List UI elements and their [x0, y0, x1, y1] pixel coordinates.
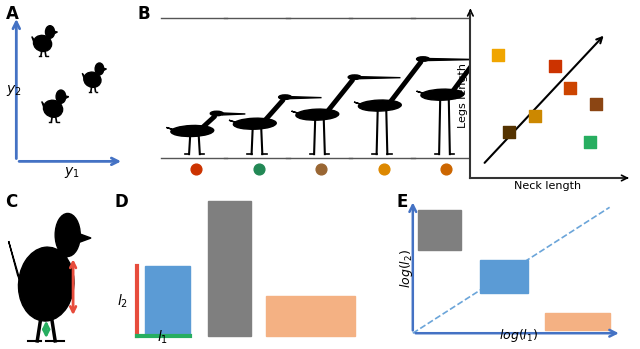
Text: C: C: [5, 193, 17, 211]
Polygon shape: [32, 37, 36, 43]
Polygon shape: [95, 73, 100, 74]
Text: $log(l_2)$: $log(l_2)$: [398, 249, 415, 288]
Ellipse shape: [417, 57, 429, 61]
Circle shape: [95, 63, 104, 75]
Polygon shape: [360, 77, 401, 79]
Circle shape: [55, 214, 80, 257]
Bar: [418, 210, 461, 250]
Ellipse shape: [348, 75, 361, 80]
Ellipse shape: [358, 100, 401, 111]
Circle shape: [45, 26, 54, 38]
Point: [550, 64, 560, 69]
Ellipse shape: [296, 109, 339, 120]
Ellipse shape: [211, 111, 223, 116]
Polygon shape: [45, 37, 51, 38]
Text: E: E: [396, 193, 408, 211]
Text: A: A: [6, 5, 19, 23]
Polygon shape: [498, 37, 556, 39]
Y-axis label: Legs length: Legs length: [458, 64, 468, 128]
Point: [441, 166, 451, 171]
Polygon shape: [292, 111, 305, 116]
Polygon shape: [79, 233, 91, 243]
Polygon shape: [83, 73, 86, 80]
Polygon shape: [222, 113, 245, 115]
Point: [585, 139, 595, 145]
Text: $l_1$: $l_1$: [157, 328, 168, 346]
Point: [504, 129, 514, 135]
Text: $y_2$: $y_2$: [6, 83, 22, 98]
Point: [191, 166, 202, 171]
Polygon shape: [291, 97, 321, 99]
Text: $y_1$: $y_1$: [63, 164, 79, 179]
Polygon shape: [42, 102, 46, 109]
Ellipse shape: [421, 89, 464, 100]
Point: [379, 166, 389, 171]
Polygon shape: [166, 127, 179, 132]
Ellipse shape: [44, 100, 63, 117]
Point: [565, 85, 575, 91]
Polygon shape: [428, 59, 477, 60]
Point: [493, 52, 503, 58]
Bar: [266, 296, 355, 336]
Text: $l_2$: $l_2$: [116, 292, 127, 310]
Ellipse shape: [234, 118, 276, 129]
Polygon shape: [229, 120, 242, 125]
Ellipse shape: [486, 35, 499, 39]
Ellipse shape: [84, 72, 101, 87]
Bar: [145, 266, 190, 336]
Polygon shape: [56, 102, 62, 103]
Text: B: B: [138, 5, 150, 23]
Text: $log(l_1)$: $log(l_1)$: [499, 327, 538, 344]
Polygon shape: [417, 91, 429, 96]
Point: [530, 113, 540, 118]
Polygon shape: [65, 96, 68, 98]
Bar: [208, 201, 251, 336]
Ellipse shape: [171, 125, 214, 136]
Bar: [480, 260, 528, 293]
Point: [591, 102, 602, 107]
Point: [253, 166, 264, 171]
Polygon shape: [54, 31, 58, 34]
Text: D: D: [115, 193, 128, 211]
Bar: [545, 313, 609, 330]
Polygon shape: [8, 241, 21, 284]
Ellipse shape: [278, 95, 292, 99]
Point: [316, 166, 326, 171]
Polygon shape: [354, 102, 367, 106]
Ellipse shape: [19, 247, 74, 321]
Ellipse shape: [33, 35, 52, 51]
Polygon shape: [52, 253, 68, 260]
X-axis label: Neck length: Neck length: [514, 181, 580, 191]
Circle shape: [56, 90, 66, 103]
Polygon shape: [103, 68, 106, 70]
